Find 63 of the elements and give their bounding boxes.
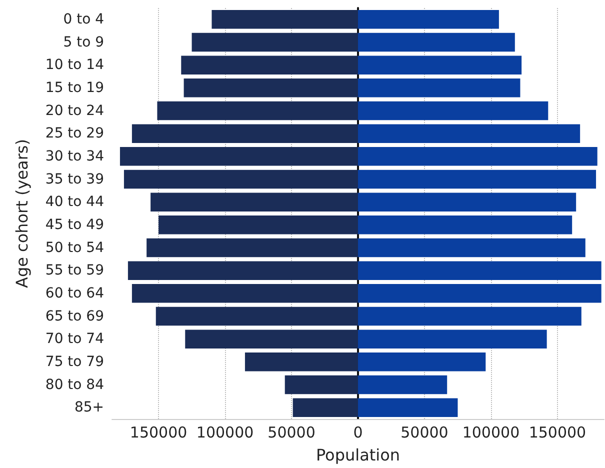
bar <box>358 375 448 394</box>
bar <box>358 261 602 280</box>
x-tick-label: 150000 <box>130 424 188 442</box>
bar <box>358 78 520 98</box>
bar <box>158 216 358 234</box>
y-axis-title: Age cohort (years) <box>12 139 32 288</box>
bar <box>212 10 358 29</box>
y-tick-label: 85+ <box>74 400 104 416</box>
bar <box>157 101 358 120</box>
y-tick-label: 35 to 39 <box>45 171 104 188</box>
bar <box>358 147 598 166</box>
bar <box>358 330 547 348</box>
bar <box>358 56 522 74</box>
x-tick-label: 100000 <box>462 424 520 442</box>
bar <box>292 398 358 417</box>
bar <box>132 284 358 303</box>
bar <box>358 398 458 417</box>
bar <box>358 238 586 258</box>
bar <box>124 170 358 189</box>
bar <box>358 216 572 234</box>
x-tick-label: 150000 <box>528 424 586 442</box>
bar <box>150 192 358 212</box>
y-tick-label: 70 to 74 <box>45 331 104 348</box>
x-tick-label: 0 <box>353 424 363 442</box>
bar <box>284 375 358 394</box>
bar <box>358 170 596 189</box>
x-tick-label: 50000 <box>400 424 448 442</box>
bar <box>358 32 515 52</box>
y-tick-label: 20 to 24 <box>45 102 104 119</box>
bar <box>185 330 358 348</box>
bar <box>358 101 548 120</box>
bar <box>132 124 358 143</box>
bar <box>192 32 358 52</box>
y-tick-label: 0 to 4 <box>63 11 104 28</box>
bar <box>244 352 358 372</box>
y-tick-label: 65 to 69 <box>45 308 104 324</box>
y-tick-label: 60 to 64 <box>45 285 104 302</box>
bar <box>146 238 358 258</box>
bar <box>358 124 580 143</box>
y-tick-label: 50 to 54 <box>45 240 104 256</box>
y-tick-label: 5 to 9 <box>63 34 104 50</box>
bar <box>358 352 486 372</box>
x-axis-title: Population <box>316 446 400 464</box>
x-tick-label: 50000 <box>268 424 316 442</box>
bar <box>156 306 358 326</box>
y-tick-label: 15 to 19 <box>45 80 104 96</box>
bar <box>358 306 582 326</box>
y-tick-label: 55 to 59 <box>45 262 104 279</box>
bar <box>358 192 576 212</box>
bar <box>358 284 602 303</box>
x-tick-label: 100000 <box>196 424 254 442</box>
bar <box>128 261 358 280</box>
bar <box>358 10 499 29</box>
y-tick-label: 80 to 84 <box>45 376 104 393</box>
y-tick-label: 45 to 49 <box>45 216 104 233</box>
bar <box>120 147 358 166</box>
y-tick-label: 10 to 14 <box>45 57 104 74</box>
y-tick-label: 40 to 44 <box>45 194 104 210</box>
bar <box>184 78 358 98</box>
bar <box>181 56 358 74</box>
y-tick-label: 30 to 34 <box>45 148 104 164</box>
y-tick-label: 75 to 79 <box>45 354 104 370</box>
y-tick-label: 25 to 29 <box>45 126 104 142</box>
